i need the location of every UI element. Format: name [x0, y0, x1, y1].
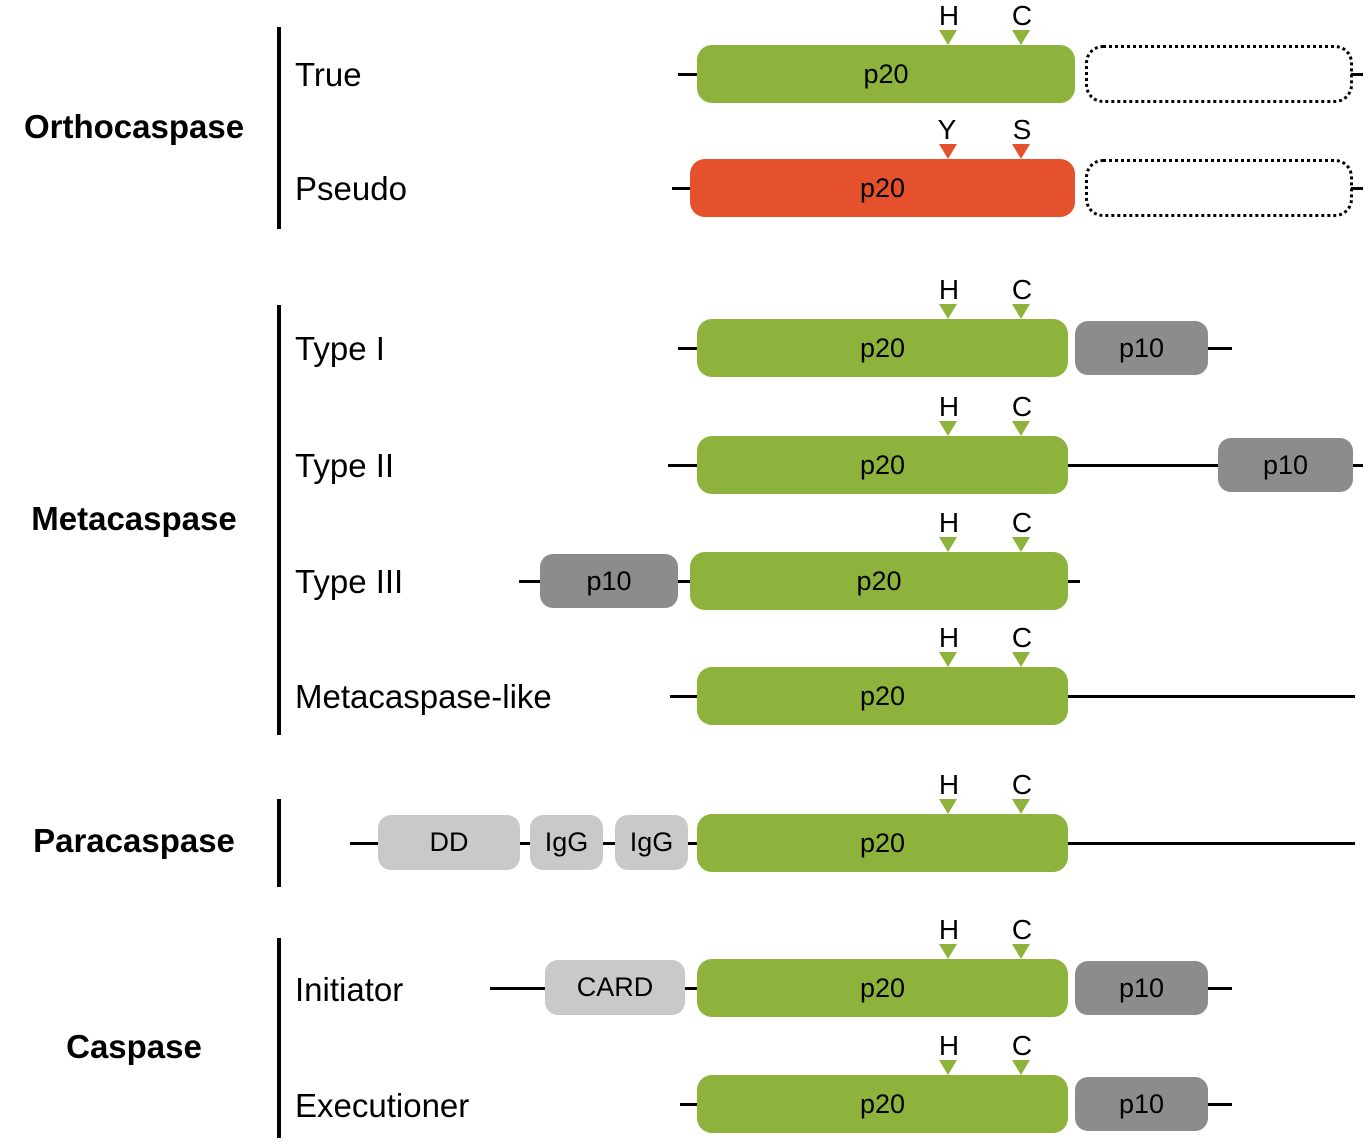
group-bracket — [277, 938, 281, 1138]
group-label-metacaspase: Metacaspase — [31, 500, 237, 537]
group-label-orthocaspase: Orthocaspase — [23, 108, 245, 145]
igg-domain: IgG — [615, 815, 688, 870]
arrow-down-icon — [1012, 799, 1030, 814]
row-label-true: True — [295, 56, 362, 93]
p20-domain: p20 — [697, 319, 1068, 377]
p20-domain: p20 — [697, 959, 1068, 1017]
backbone-line — [350, 842, 378, 845]
p20-domain: p20 — [697, 45, 1075, 103]
arrow-down-icon — [939, 30, 957, 45]
p20-domain: p20 — [697, 1075, 1068, 1133]
arrow-down-icon — [1012, 304, 1030, 319]
residue-label: H — [938, 274, 960, 305]
dotted-domain — [1085, 45, 1353, 103]
group-label-paracaspase: Paracaspase — [33, 822, 235, 859]
residue-label: H — [938, 391, 960, 422]
residue-label: H — [938, 1030, 960, 1061]
arrow-down-icon — [1012, 144, 1030, 159]
arrow-down-icon — [939, 1060, 957, 1075]
arrow-down-icon — [1012, 30, 1030, 45]
residue-label: C — [1011, 507, 1033, 538]
backbone-line — [1351, 73, 1363, 76]
group-bracket — [277, 799, 281, 887]
arrow-down-icon — [939, 144, 957, 159]
residue-label: S — [1012, 114, 1032, 145]
row-label-type-i: Type I — [295, 330, 385, 367]
residue-label: H — [938, 507, 960, 538]
arrow-down-icon — [939, 799, 957, 814]
residue-label: H — [938, 0, 960, 31]
arrow-down-icon — [939, 421, 957, 436]
backbone-line — [520, 842, 530, 845]
p10-domain: p10 — [1218, 438, 1353, 492]
backbone-line — [490, 987, 545, 990]
arrow-down-icon — [939, 537, 957, 552]
arrow-down-icon — [939, 652, 957, 667]
backbone-line — [668, 464, 697, 467]
p10-domain: p10 — [1075, 961, 1208, 1015]
backbone-line — [672, 187, 690, 190]
backbone-line — [519, 580, 540, 583]
dotted-domain — [1085, 159, 1353, 217]
arrow-down-icon — [1012, 421, 1030, 436]
row-label-type-ii: Type II — [295, 447, 395, 484]
residue-label: C — [1011, 1030, 1033, 1061]
backbone-line — [1208, 1103, 1232, 1106]
residue-label: C — [1011, 274, 1033, 305]
arrow-down-icon — [939, 944, 957, 959]
backbone-line — [1068, 464, 1218, 467]
residue-label: C — [1011, 769, 1033, 800]
backbone-line — [1353, 464, 1363, 467]
backbone-line — [1208, 347, 1232, 350]
p20-domain: p20 — [697, 667, 1068, 725]
group-label-caspase: Caspase — [66, 1028, 202, 1065]
residue-label: H — [938, 769, 960, 800]
backbone-line — [678, 73, 697, 76]
arrow-down-icon — [1012, 1060, 1030, 1075]
backbone-line — [678, 347, 697, 350]
card-domain: CARD — [545, 960, 685, 1015]
backbone-line — [670, 695, 697, 698]
arrow-down-icon — [1012, 537, 1030, 552]
residue-label: C — [1011, 914, 1033, 945]
p20-domain: p20 — [697, 814, 1068, 872]
p20-domain: p20 — [690, 159, 1075, 217]
p10-domain: p10 — [1075, 321, 1208, 375]
backbone-line — [1068, 842, 1355, 845]
backbone-line — [680, 1103, 697, 1106]
residue-label: C — [1011, 391, 1033, 422]
p10-domain: p10 — [1075, 1077, 1208, 1131]
arrow-down-icon — [1012, 944, 1030, 959]
dd-domain: DD — [378, 815, 520, 870]
residue-label: H — [938, 914, 960, 945]
backbone-line — [688, 842, 697, 845]
row-label-pseudo: Pseudo — [295, 170, 407, 207]
igg-domain: IgG — [530, 815, 603, 870]
p20-domain: p20 — [697, 436, 1068, 494]
residue-label: H — [938, 622, 960, 653]
residue-label: Y — [937, 114, 957, 145]
backbone-line — [1068, 580, 1080, 583]
row-label-executioner: Executioner — [295, 1087, 470, 1124]
backbone-line — [603, 842, 615, 845]
group-bracket — [277, 27, 281, 229]
group-bracket — [277, 305, 281, 735]
row-label-type-iii: Type III — [295, 563, 404, 600]
arrow-down-icon — [1012, 652, 1030, 667]
p20-domain: p20 — [690, 552, 1068, 610]
residue-label: C — [1011, 622, 1033, 653]
p10-domain: p10 — [540, 554, 678, 608]
backbone-line — [1208, 987, 1232, 990]
backbone-line — [685, 987, 697, 990]
backbone-line — [678, 580, 690, 583]
arrow-down-icon — [939, 304, 957, 319]
row-label-initiator: Initiator — [295, 971, 404, 1008]
residue-label: C — [1011, 0, 1033, 31]
backbone-line — [1068, 695, 1355, 698]
backbone-line — [1351, 187, 1363, 190]
row-label-metacaspase-like: Metacaspase-like — [295, 678, 552, 715]
